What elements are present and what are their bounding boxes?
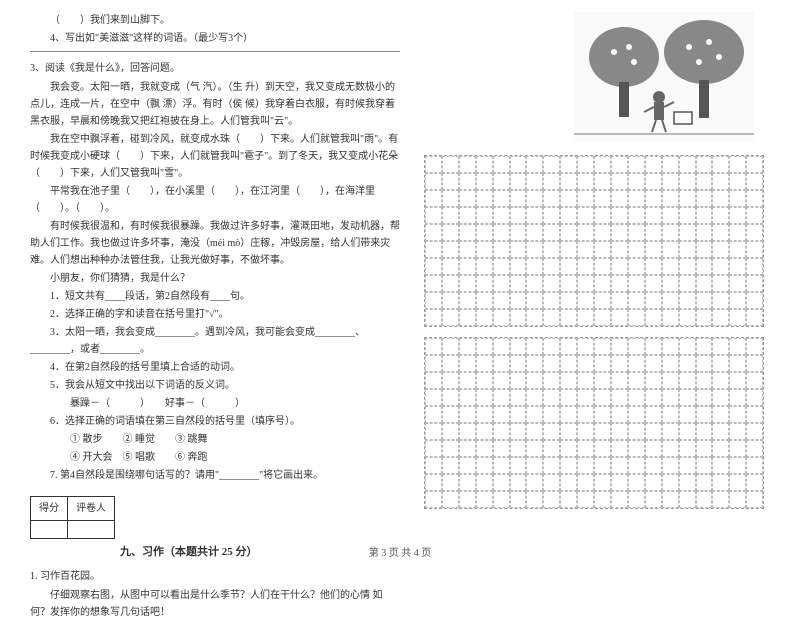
paragraph-1: 我会变。太阳一晒，我就变成（气 汽）。（生 升）到天空，我又变成无数极小的点儿，… (30, 79, 400, 130)
score-header-1: 得分 (31, 497, 68, 521)
score-cell-1 (31, 521, 68, 539)
reading-title: 3、阅读《我是什么》，回答问题。 (30, 60, 400, 77)
writing-grid-1 (424, 155, 764, 327)
paragraph-3: 有时候我很温和，有时候我很暴躁。我做过许多好事，灌溉田地，发动机器，帮助人们工作… (30, 218, 400, 269)
score-table: 得分 评卷人 (30, 496, 115, 539)
sub-question-1: 1．短文共有____段话，第2自然段有____句。 (30, 288, 400, 305)
writing-grid-2 (424, 337, 764, 509)
sub-question-3: 3．太阳一晒，我会变成________。遇到冷风，我可能会变成________、… (30, 324, 400, 358)
sub-question-5: 5．我会从短文中找出以下词语的反义词。 (30, 377, 400, 394)
sub-question-6b: ④ 开大会 ⑤ 唱歌 ⑥ 奔跑 (30, 449, 400, 466)
right-column (424, 12, 769, 522)
sub-question-6a: ① 散步 ② 睡觉 ③ 跳舞 (30, 431, 400, 448)
score-header-2: 评卷人 (68, 497, 115, 521)
paragraph-4: 小朋友，你们猜猜，我是什么？ (30, 270, 400, 287)
sub-question-6: 6．选择正确的词语填在第三自然段的括号里（填序号）。 (30, 413, 400, 430)
writing-title: 1. 习作百花园。 (30, 568, 400, 585)
score-cell-2 (68, 521, 115, 539)
sub-question-4: 4．在第2自然段的括号里填上合适的动词。 (30, 359, 400, 376)
writing-body: 仔细观察右图，从图中可以看出是什么季节？人们在干什么？他们的心情 如何？发挥你的… (30, 587, 400, 621)
paragraph-2b: 平常我在池子里（ ），在小溪里（ ），在江河里（ ），在海洋里（ ）。（ ）。 (30, 183, 400, 217)
sub-question-2: 2．选择正确的字和读音在括号里打"√"。 (30, 306, 400, 323)
question-arrive: （ ）我们来到山脚下。 (30, 12, 400, 29)
orchard-illustration (574, 12, 754, 142)
left-column: （ ）我们来到山脚下。 4、写出如"美滋滋"这样的词语。（最少写3个） 3、阅读… (30, 12, 400, 522)
question-4: 4、写出如"美滋滋"这样的词语。（最少写3个） (30, 30, 400, 47)
page-footer: 第 3 页 共 4 页 (0, 544, 800, 559)
divider (30, 51, 400, 52)
sub-question-5b: 暴躁－（ ） 好事－（ ） (30, 395, 400, 412)
sub-question-7: 7. 第4自然段是围绕哪句话写的？请用"________"将它画出来。 (30, 467, 400, 484)
paragraph-2a: 我在空中飘浮着，碰到冷风，就变成水珠（ ）下来。人们就管我叫"雨"。有时候我变成… (30, 131, 400, 182)
